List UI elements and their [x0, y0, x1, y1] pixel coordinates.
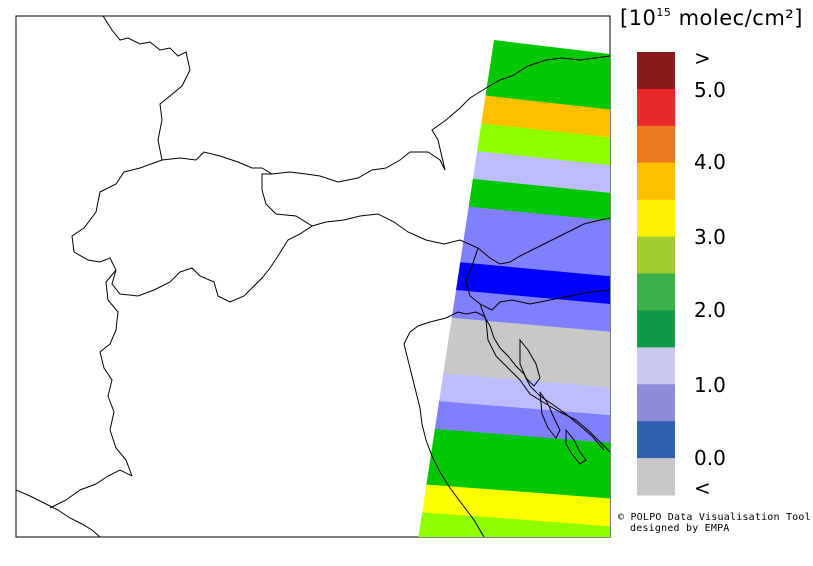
tick-label-3: 3.0 [694, 225, 726, 249]
border-italy-inner [49, 469, 133, 509]
borders [16, 16, 610, 537]
coastline-italy-east [403, 343, 485, 537]
unit-prefix: [10 [620, 6, 657, 30]
credit-line-1: © POLPO Data Visualisation Tool [618, 512, 811, 523]
border-germany-austria [161, 151, 446, 183]
tick-label-greater: > [694, 46, 711, 70]
tick-label-5: 5.0 [694, 78, 726, 102]
border-switzerland [71, 159, 313, 303]
tick-label-2: 2.0 [694, 298, 726, 322]
border-germany-north [431, 55, 610, 171]
coastline-italy-west [16, 489, 101, 537]
swath-band [418, 512, 610, 537]
tick-label-4: 4.0 [694, 150, 726, 174]
tick-label-0: 0.0 [694, 446, 726, 470]
tick-label-less: < [694, 476, 711, 500]
coastline-adriatic-north [403, 311, 605, 451]
unit-label: [1015 molec/cm²] [620, 6, 803, 30]
border-france-germany [102, 16, 191, 161]
border-slovenia [465, 247, 610, 311]
border-italy-france [99, 269, 133, 477]
island-cres [539, 391, 561, 439]
border-croatia [479, 303, 610, 453]
satellite-swath [418, 40, 610, 537]
unit-exponent: 15 [656, 6, 672, 19]
island-krk [519, 338, 541, 387]
island-south [565, 428, 587, 465]
tick-label-1: 1.0 [694, 373, 726, 397]
credit-line-2: designed by EMPA [630, 523, 730, 534]
unit-suffix: molec/cm²] [671, 6, 803, 30]
